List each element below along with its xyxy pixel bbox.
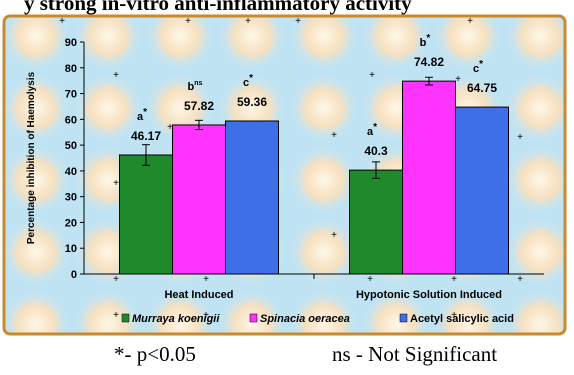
y-tick-label: 0 [71,269,77,281]
data-label-value: 64.75 [467,81,497,95]
bar [402,80,456,275]
legend-swatch [121,313,130,323]
y-tick-label: 50 [65,140,77,152]
sparkle-icon: + [245,16,251,27]
x-category-label: Heat Induced [164,289,233,301]
sparkle-icon: + [185,16,191,27]
y-tick-label: 80 [65,63,77,75]
data-label-significance: c* [243,73,253,89]
y-tick-label: 40 [65,166,77,178]
figure-title-fragment: y strong in-vitro anti-inflammatory acti… [24,0,412,15]
sparkle-icon: + [455,74,461,85]
data-label-value: 59.36 [237,95,267,109]
bar [455,106,509,275]
data-label-significance: c* [473,59,483,75]
bar [225,120,279,275]
x-category-label: Hypotonic Solution Induced [356,289,502,301]
sparkle-icon: + [451,274,457,285]
sparkle-icon: + [113,178,119,189]
data-label-significance: a* [367,122,377,138]
sparkle-icon: + [451,310,457,321]
y-tick-label: 60 [65,114,77,126]
data-label-significance: b* [420,33,431,49]
sparkle-icon: + [203,274,209,285]
footnote-significance: *- p<0.05 [114,342,196,366]
bar-chart: ++++++++++++++++++++++++++01020304050607… [2,14,567,336]
sparkle-icon: + [369,70,375,81]
y-tick-label: 20 [65,217,77,229]
y-axis-label: Percentage inhibition of Haemolysis [26,71,37,244]
bar [119,154,173,275]
sparkle-icon: + [113,274,119,285]
y-tick-label: 30 [65,192,77,204]
sparkle-icon: + [167,122,173,133]
footnotes: *- p<0.05 ns - Not Significant [0,336,574,372]
bar [349,169,403,275]
sparkle-icon: + [203,310,209,321]
sparkle-icon: + [331,130,337,141]
sparkle-icon: + [113,70,119,81]
legend-label: Acetyl salicylic acid [410,313,514,325]
data-label-significance: bns [188,80,203,93]
y-tick-label: 90 [65,37,77,49]
data-label-significance: a* [137,107,147,123]
sparkle-icon: + [467,16,473,27]
data-label-value: 40.3 [364,144,388,158]
sparkle-icon: + [367,274,373,285]
data-label-value: 57.82 [184,99,214,113]
data-label-value: 46.17 [131,129,161,143]
legend-label: Murraya koenigii [132,313,220,325]
legend-swatch [249,313,258,323]
legend-label: Spinacia oeracea [260,313,350,325]
sparkle-icon: + [113,310,119,321]
sparkle-icon: + [331,230,337,241]
sparkle-icon: + [517,274,523,285]
footnote-not-significant: ns - Not Significant [332,342,498,366]
y-tick-label: 10 [65,243,77,255]
y-tick-label: 70 [65,89,77,101]
data-label-value: 74.82 [414,55,444,69]
sparkle-icon: + [517,132,523,143]
sparkle-icon: + [295,16,301,27]
bar [172,124,226,275]
sparkle-icon: + [59,16,65,27]
legend-swatch [399,313,408,323]
